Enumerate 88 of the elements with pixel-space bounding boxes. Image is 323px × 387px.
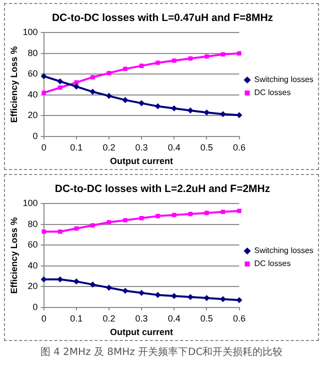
x-tick-label: 0.2 (102, 313, 116, 324)
x-tick-label: 0.1 (70, 313, 83, 324)
point (138, 290, 144, 296)
point (155, 104, 160, 109)
point (204, 54, 209, 59)
point (220, 296, 226, 302)
x-tick-label: 0.1 (70, 142, 83, 152)
x-axis-title: Output current (110, 156, 174, 166)
point (220, 111, 226, 117)
point (123, 218, 128, 222)
point (220, 210, 226, 214)
y-tick-label: 100 (22, 198, 38, 208)
y-tick-label: 0 (32, 302, 38, 312)
point (188, 212, 193, 216)
point (204, 110, 210, 116)
point (237, 208, 242, 213)
y-tick-label: 100 (22, 27, 38, 38)
point (139, 216, 144, 220)
point (123, 66, 128, 72)
y-axis-title: Efficiency Loss % (8, 46, 19, 123)
point (172, 58, 176, 63)
point (188, 56, 193, 61)
point (106, 220, 112, 224)
point (188, 108, 193, 114)
point (139, 64, 144, 68)
point (74, 84, 79, 90)
point (236, 298, 242, 303)
point (42, 229, 46, 234)
x-tick-label: 0.4 (168, 142, 180, 152)
x-tick-label: 0.2 (102, 142, 116, 152)
point (155, 292, 160, 298)
point (41, 276, 46, 282)
point (122, 97, 128, 103)
point (204, 295, 210, 301)
legend-label: Switching losses (254, 75, 314, 84)
point (106, 93, 112, 99)
point (58, 85, 62, 90)
x-tick-label: 0.5 (200, 313, 213, 324)
point (172, 293, 177, 299)
chart-title: DC-to-DC losses with L=2.2uH and F=2MHz (54, 183, 270, 196)
y-tick-label: 80 (28, 218, 38, 229)
point (106, 285, 112, 290)
point (58, 229, 62, 234)
y-tick-label: 20 (28, 281, 38, 292)
y-tick-label: 80 (28, 48, 38, 58)
point (58, 78, 63, 84)
x-axis-title: Output current (110, 327, 174, 338)
point (122, 288, 128, 294)
x-tick-label: 0.5 (200, 142, 213, 152)
y-tick-label: 20 (28, 110, 38, 120)
legend-label: DC losses (254, 259, 291, 268)
point (106, 70, 112, 76)
y-tick-label: 40 (28, 260, 38, 270)
point (188, 294, 193, 300)
x-tick-label: 0.3 (135, 313, 148, 324)
legend-label: DC losses (254, 88, 291, 98)
point (90, 223, 95, 228)
point (90, 89, 96, 94)
point (90, 282, 96, 288)
point (156, 60, 160, 65)
point (90, 75, 95, 80)
x-tick-label: 0.4 (168, 313, 180, 324)
point (172, 212, 176, 218)
point (138, 100, 144, 106)
x-tick-label: 0 (41, 142, 46, 152)
legend-label: Switching losses (254, 246, 314, 256)
point (237, 51, 242, 56)
point (220, 52, 226, 57)
point (156, 214, 160, 218)
y-tick-label: 60 (28, 68, 38, 79)
point (74, 278, 79, 284)
y-tick-label: 40 (28, 89, 38, 100)
y-axis-title: Efficiency Loss % (8, 217, 19, 294)
caption: 图 4 2MHz 及 8MHz 开关频率下DC和开关损耗的比较 (39, 346, 284, 359)
x-tick-label: 0 (41, 313, 46, 324)
y-tick-label: 60 (28, 240, 38, 250)
y-tick-label: 0 (32, 130, 38, 141)
point (74, 226, 79, 231)
x-tick-label: 0.6 (232, 313, 246, 324)
chart-title: DC-to-DC losses with L=0.47uH and F=8MHz (52, 12, 274, 24)
point (236, 112, 242, 118)
point (74, 80, 79, 85)
x-tick-label: 0.3 (135, 142, 148, 152)
point (172, 106, 177, 111)
point (41, 74, 46, 79)
x-tick-label: 0.6 (232, 142, 246, 152)
point (58, 276, 63, 282)
point (204, 210, 209, 216)
